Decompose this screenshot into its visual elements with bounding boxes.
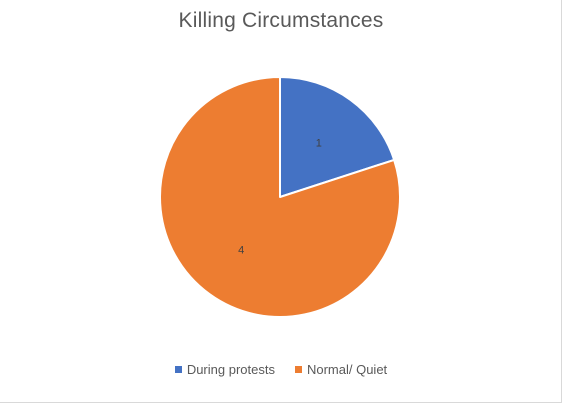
chart-title: Killing Circumstances	[178, 9, 384, 32]
pie-slice-during-protests	[279, 76, 396, 198]
legend-item-normal-quiet: Normal/ Quiet	[294, 362, 388, 377]
pie-slice-normal-quiet	[159, 76, 401, 318]
chart-legend: During protests Normal/ Quiet	[0, 362, 562, 377]
legend-label-normal-quiet: Normal/ Quiet	[306, 362, 388, 377]
data-label-normal-quiet: 4	[238, 244, 244, 256]
data-label-during-protests: 1	[316, 138, 322, 150]
legend-swatch-normal-quiet	[294, 366, 302, 373]
legend-label-during-protests: During protests	[186, 362, 275, 377]
legend-item-during-protests: During protests	[174, 362, 275, 377]
legend-swatch-during-protests	[174, 366, 182, 373]
